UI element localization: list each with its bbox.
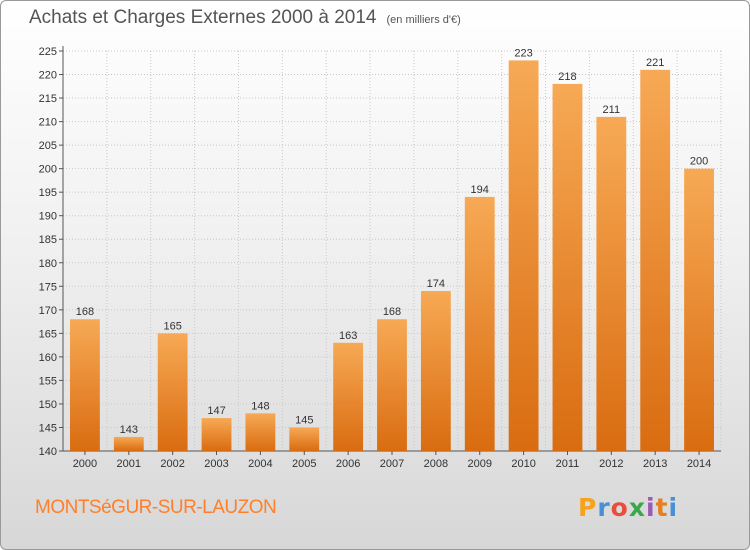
y-tick-label: 185 xyxy=(39,234,57,246)
data-label: 148 xyxy=(251,400,269,412)
chart-title: Achats et Charges Externes 2000 à 2014 (e… xyxy=(29,7,461,29)
y-tick-label: 145 xyxy=(39,422,57,434)
logo-letter: t xyxy=(655,493,669,522)
bar xyxy=(464,196,495,451)
data-label: 174 xyxy=(427,278,445,290)
x-tick-label: 2005 xyxy=(292,458,316,470)
y-tick-label: 210 xyxy=(39,117,57,129)
logo-letter: P xyxy=(578,493,598,522)
bar xyxy=(201,418,232,451)
bar xyxy=(70,319,100,451)
y-tick-label: 165 xyxy=(39,328,57,340)
y-tick-label: 170 xyxy=(39,305,57,317)
logo-letter: i xyxy=(668,493,679,522)
x-tick-label: 2004 xyxy=(248,458,272,470)
y-tick-label: 140 xyxy=(39,446,57,458)
y-tick-label: 225 xyxy=(39,46,57,58)
bar xyxy=(640,69,671,451)
x-tick-label: 2012 xyxy=(599,458,623,470)
x-tick-label: 2011 xyxy=(556,458,580,470)
y-tick-label: 205 xyxy=(39,140,57,152)
data-label: 211 xyxy=(603,104,621,116)
x-tick-label: 2002 xyxy=(160,458,184,470)
y-tick-label: 200 xyxy=(39,164,57,176)
data-label: 147 xyxy=(207,405,225,417)
y-tick-label: 190 xyxy=(39,211,57,223)
x-tick-label: 2009 xyxy=(467,458,491,470)
x-tick-label: 2003 xyxy=(204,458,228,470)
y-tick-label: 160 xyxy=(39,352,57,364)
bar xyxy=(157,333,188,451)
x-tick-label: 2013 xyxy=(643,458,667,470)
data-label: 145 xyxy=(295,414,313,426)
chart-subtitle: (en milliers d'€) xyxy=(386,14,461,26)
data-label: 223 xyxy=(514,47,532,59)
bar xyxy=(289,427,320,451)
data-label: 168 xyxy=(76,306,94,318)
y-tick-label: 215 xyxy=(39,93,57,105)
bar xyxy=(377,319,407,451)
gridlines xyxy=(62,50,722,452)
logo-letter: x xyxy=(628,493,646,522)
data-label: 143 xyxy=(120,424,138,436)
bar xyxy=(684,168,714,451)
y-tick-label: 150 xyxy=(39,399,57,411)
commune-name: MONTSéGUR-SUR-LAUZON xyxy=(35,497,277,518)
bar xyxy=(245,413,276,451)
chart-title-text: Achats et Charges Externes 2000 à 2014 xyxy=(29,7,377,28)
bar xyxy=(508,60,539,451)
bar xyxy=(552,83,583,452)
x-tick-label: 2001 xyxy=(117,458,141,470)
data-label: 163 xyxy=(339,330,357,342)
proxiti-logo: Proxiti xyxy=(578,493,678,522)
x-tick-label: 2007 xyxy=(380,458,404,470)
x-tick-label: 2000 xyxy=(73,458,97,470)
y-tick-label: 180 xyxy=(39,258,57,270)
data-label: 194 xyxy=(471,184,489,196)
x-tick-label: 2014 xyxy=(687,458,711,470)
bar xyxy=(420,291,451,451)
x-tick-label: 2008 xyxy=(424,458,448,470)
bar xyxy=(333,342,364,451)
data-label: 168 xyxy=(383,306,401,318)
y-tick-label: 220 xyxy=(39,70,57,82)
bar xyxy=(113,436,144,451)
bar xyxy=(596,116,627,451)
labels: 1401451501551601651701751801851901952002… xyxy=(39,46,712,470)
logo-letter: i xyxy=(646,493,656,522)
y-tick-label: 155 xyxy=(39,375,57,387)
x-tick-label: 2010 xyxy=(511,458,535,470)
data-label: 165 xyxy=(163,320,181,332)
x-tick-label: 2006 xyxy=(336,458,360,470)
data-label: 221 xyxy=(646,57,664,69)
logo-letter: o xyxy=(610,493,629,522)
bars xyxy=(70,60,714,452)
y-tick-label: 175 xyxy=(39,281,57,293)
y-tick-label: 195 xyxy=(39,187,57,199)
logo-letter: r xyxy=(597,493,611,522)
data-label: 200 xyxy=(690,156,708,168)
data-label: 218 xyxy=(558,71,576,83)
